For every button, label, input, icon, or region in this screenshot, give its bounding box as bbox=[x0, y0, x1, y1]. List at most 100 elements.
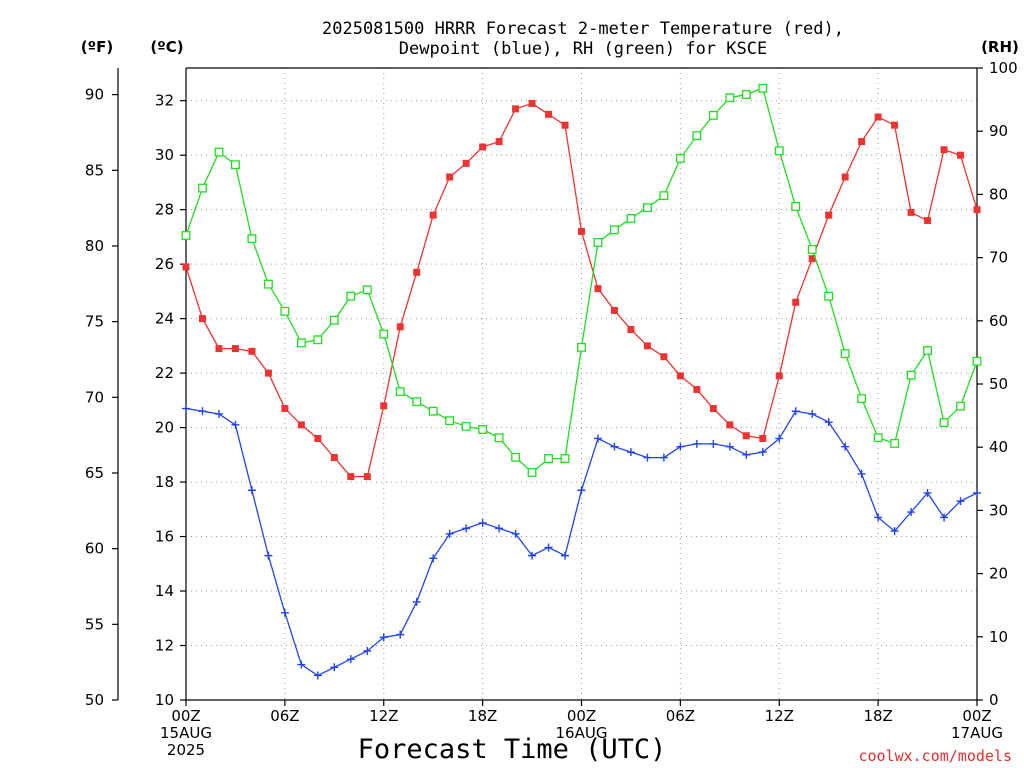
dewpoint-point bbox=[907, 508, 916, 517]
rh-point bbox=[527, 468, 537, 477]
rh-tick-label: 100 bbox=[989, 59, 1018, 77]
time-tick-label: 18Z bbox=[468, 707, 497, 725]
celsius-tick-label: 10 bbox=[155, 691, 174, 709]
temperature-point bbox=[874, 113, 882, 121]
temperature-point bbox=[380, 402, 388, 410]
dewpoint-point bbox=[330, 663, 339, 672]
time-tick-label: 15AUG bbox=[160, 724, 212, 742]
time-tick-label: 12Z bbox=[369, 707, 398, 725]
temperature-point bbox=[759, 434, 767, 442]
fahrenheit-tick-label: 65 bbox=[85, 464, 104, 482]
dewpoint-point bbox=[577, 486, 586, 495]
celsius-tick-label: 24 bbox=[155, 310, 174, 328]
rh-point bbox=[939, 418, 949, 428]
temperature-point bbox=[709, 405, 717, 413]
fahrenheit-tick-label: 60 bbox=[85, 540, 104, 558]
temperature-point bbox=[594, 285, 602, 293]
chart-title-line-2: Dewpoint (blue), RH (green) for KSCE bbox=[399, 39, 767, 59]
rh-point bbox=[675, 153, 685, 163]
rh-tick-label: 0 bbox=[989, 691, 999, 709]
time-tick-label: 06Z bbox=[270, 707, 299, 725]
rh-tick-label: 60 bbox=[989, 312, 1008, 330]
dewpoint-point bbox=[231, 420, 240, 429]
rh-point bbox=[906, 370, 916, 380]
rh-point bbox=[494, 433, 504, 443]
time-tick-label: 16AUG bbox=[556, 724, 608, 742]
fahrenheit-tick-label: 75 bbox=[85, 313, 104, 331]
dewpoint-point bbox=[593, 434, 602, 443]
celsius-tick-label: 12 bbox=[155, 637, 174, 655]
dewpoint-point bbox=[857, 469, 866, 478]
dewpoint-point bbox=[280, 608, 289, 617]
fahrenheit-tick-label: 80 bbox=[85, 237, 104, 255]
rh-point bbox=[972, 356, 982, 366]
rh-point bbox=[610, 225, 619, 235]
temperature-point bbox=[891, 121, 899, 129]
axes bbox=[117, 67, 978, 701]
temperature-point bbox=[775, 372, 783, 380]
dewpoint-point bbox=[511, 529, 520, 538]
dewpoint-point bbox=[973, 488, 981, 497]
temperature-point bbox=[792, 298, 800, 306]
celsius-unit-label: (ºC) bbox=[150, 38, 183, 56]
dewpoint-point bbox=[379, 633, 388, 642]
time-tick-label: 06Z bbox=[666, 707, 695, 725]
dewpoint-point bbox=[412, 597, 421, 606]
rh-point bbox=[346, 291, 356, 301]
temperature-point bbox=[363, 473, 371, 481]
dewpoint-point bbox=[709, 439, 718, 448]
rh-point bbox=[428, 406, 438, 416]
dewpoint-point bbox=[462, 524, 471, 533]
dewpoint-point bbox=[824, 418, 833, 427]
credit-text: coolwx.com/models bbox=[858, 747, 1012, 765]
temperature-point bbox=[808, 255, 816, 263]
rh-point bbox=[708, 110, 718, 120]
temperature-point bbox=[973, 206, 981, 214]
temperature-point bbox=[281, 405, 289, 413]
dewpoint-point bbox=[775, 434, 784, 443]
fahrenheit-tick-label: 50 bbox=[85, 691, 104, 709]
temperature-point bbox=[907, 208, 915, 216]
temperature-point bbox=[924, 217, 932, 225]
time-tick-label: 2025 bbox=[167, 741, 205, 759]
dewpoint-point bbox=[495, 524, 504, 533]
chart-title-line-1: 2025081500 HRRR Forecast 2-meter Tempera… bbox=[322, 19, 844, 39]
temperature-point bbox=[429, 211, 437, 219]
time-tick-label: 00Z bbox=[567, 707, 596, 725]
dewpoint-point bbox=[923, 488, 932, 497]
temperature-point bbox=[940, 146, 948, 154]
dewpoint-point bbox=[874, 513, 883, 522]
data-series bbox=[181, 83, 982, 680]
dewpoint-point bbox=[610, 442, 619, 451]
dewpoint-point bbox=[214, 409, 223, 418]
rh-point bbox=[857, 394, 867, 403]
temperature-point bbox=[264, 369, 272, 377]
rh-tick-label: 70 bbox=[989, 249, 1008, 267]
dewpoint-point bbox=[808, 409, 817, 418]
rh-point bbox=[198, 183, 207, 193]
dewpoint-point bbox=[956, 497, 965, 506]
rh-point bbox=[577, 342, 586, 352]
rh-point bbox=[593, 237, 603, 247]
rh-point bbox=[923, 346, 933, 355]
rh-point bbox=[626, 213, 636, 223]
temperature-point bbox=[578, 227, 585, 235]
temperature-point bbox=[841, 173, 849, 181]
dewpoint-point bbox=[396, 630, 405, 639]
dewpoint-point bbox=[841, 442, 850, 451]
x-axis-label: Forecast Time (UTC) bbox=[358, 734, 667, 765]
dewpoint-point bbox=[692, 439, 701, 448]
temperature-point bbox=[858, 138, 866, 146]
rh-point bbox=[478, 425, 488, 434]
rh-point bbox=[791, 201, 801, 211]
time-tick-label: 00Z bbox=[171, 707, 200, 725]
dewpoint-point bbox=[264, 551, 273, 560]
time-tick-label: 17AUG bbox=[951, 724, 1003, 742]
temperature-point bbox=[512, 105, 520, 113]
rh-point bbox=[412, 397, 422, 407]
temperature-point bbox=[610, 306, 618, 314]
rh-point bbox=[642, 203, 652, 213]
rh-point bbox=[956, 401, 965, 411]
rh-tick-label: 50 bbox=[989, 375, 1008, 393]
